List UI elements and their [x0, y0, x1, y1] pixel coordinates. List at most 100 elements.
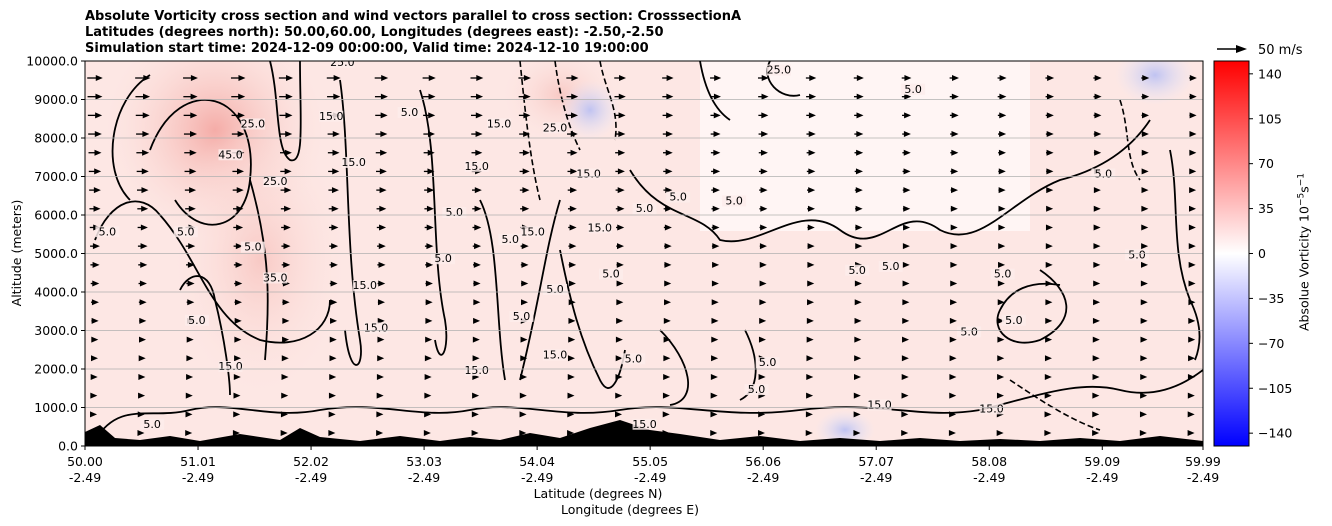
wind-vector	[377, 336, 385, 343]
wind-vector	[183, 112, 198, 119]
contour-label-bg	[464, 160, 489, 172]
contour-label: 25.0	[767, 64, 792, 77]
wind-vector-head	[140, 224, 148, 231]
wind-vector	[89, 187, 101, 194]
wind-vector-head	[143, 93, 151, 100]
wind-vector-head	[806, 336, 814, 343]
contour-label-bg	[543, 349, 568, 361]
wind-vector-head	[999, 75, 1007, 81]
wind-vector	[281, 392, 289, 399]
wind-vector-head	[808, 112, 816, 119]
wind-vector-head	[903, 149, 911, 156]
wind-vector	[138, 355, 146, 362]
wind-vector	[1189, 205, 1197, 212]
wind-vector-head	[855, 243, 863, 250]
wind-vector	[327, 131, 340, 138]
wind-vector	[232, 168, 245, 175]
wind-vector-head	[1188, 261, 1196, 268]
wind-vector	[377, 355, 385, 362]
wind-vector	[376, 373, 384, 380]
wind-vector	[615, 205, 625, 212]
wind-vector-head	[1189, 205, 1197, 212]
wind-vector-head	[332, 168, 340, 175]
wind-vector	[376, 224, 387, 231]
wind-vector-head	[1141, 224, 1149, 231]
wind-vector-head	[427, 131, 435, 138]
contour-label: 5.0	[446, 206, 464, 219]
wind-vector	[902, 149, 911, 156]
colorbar-label: Absolue Vorticity 10−5s−1	[1296, 173, 1311, 331]
wind-vector-head	[236, 205, 244, 212]
quiver-key-label: 50 m/s	[1258, 43, 1303, 58]
wind-vector-head	[807, 280, 815, 287]
wind-vector	[185, 430, 193, 436]
wind-vector-head	[331, 224, 339, 231]
wind-vector-head	[712, 261, 720, 268]
wind-vector-head	[137, 430, 145, 436]
contour-label-bg	[576, 168, 601, 180]
wind-vector-head	[904, 112, 912, 119]
y-tick-label: 2000.0	[34, 362, 78, 377]
wind-vector-head	[567, 355, 575, 362]
wind-vector	[87, 93, 103, 100]
wind-vector-head	[423, 430, 431, 436]
wind-vector	[854, 317, 862, 324]
wind-vector-head	[903, 168, 911, 175]
wind-vector-head	[1187, 392, 1195, 399]
contour-label-bg	[878, 260, 903, 272]
wind-vector-head	[427, 149, 435, 156]
contour-label: 25.0	[543, 121, 568, 134]
wind-vector-head	[234, 317, 242, 324]
wind-vector-head	[280, 430, 288, 436]
wind-vector	[997, 317, 1005, 324]
wind-vector	[662, 112, 674, 119]
wind-vector	[853, 373, 861, 380]
wind-vector	[1092, 355, 1100, 362]
contour-label-bg	[990, 268, 1015, 280]
wind-vector	[901, 411, 909, 418]
wind-vector	[425, 336, 433, 343]
wind-vector	[902, 243, 910, 250]
wind-vector	[183, 93, 198, 100]
wind-vector	[853, 392, 861, 399]
contour-label: 5.0	[177, 225, 195, 238]
contour-label: 5.0	[143, 418, 161, 431]
wind-vector-head	[1139, 411, 1147, 418]
wind-vector-head	[1189, 149, 1197, 156]
wind-vector-head	[331, 187, 339, 194]
wind-vector-head	[664, 299, 672, 306]
wind-vector	[997, 131, 1007, 138]
wind-vector	[854, 168, 863, 175]
wind-vector	[663, 373, 671, 380]
wind-vector-head	[474, 243, 482, 250]
wind-vector	[423, 430, 431, 436]
y-tick-label: 0.0	[58, 439, 78, 454]
wind-vector-head	[760, 149, 768, 156]
wind-vector-head	[1046, 205, 1054, 212]
wind-vector	[806, 355, 814, 362]
wind-vector-head	[425, 299, 433, 306]
wind-vector-head	[1046, 149, 1054, 156]
y-axis-label: Altitude (meters)	[9, 200, 24, 307]
wind-vector	[473, 317, 481, 324]
wind-vector	[328, 187, 339, 194]
wind-vector	[137, 224, 148, 231]
wind-vector	[902, 168, 911, 175]
wind-vector	[1140, 280, 1148, 287]
wind-vector-head	[284, 168, 292, 175]
wind-vector-head	[902, 299, 910, 306]
wind-vector	[998, 187, 1006, 194]
wind-vector-head	[522, 187, 530, 194]
wind-vector	[663, 224, 672, 231]
wind-vector-head	[521, 243, 529, 250]
wind-vector	[471, 430, 479, 436]
wind-vector	[568, 280, 576, 287]
wind-vector	[711, 299, 719, 306]
field-weak-region	[700, 61, 1030, 231]
wind-vector-head	[950, 205, 958, 212]
contour-label: 5.0	[1095, 168, 1113, 181]
wind-vector	[567, 430, 575, 436]
wind-vector	[710, 411, 718, 418]
wind-vector	[1141, 187, 1149, 194]
wind-vector	[1092, 317, 1100, 324]
